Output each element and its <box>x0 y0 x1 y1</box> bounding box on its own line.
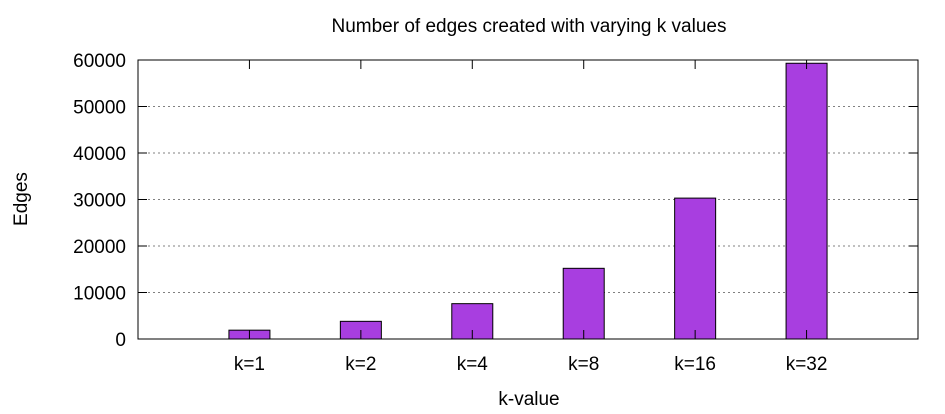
y-tick-label: 40000 <box>73 144 126 165</box>
y-axis-title: Edges <box>11 172 32 226</box>
bar-k=32 <box>785 62 828 340</box>
y-tick-label: 10000 <box>73 284 126 305</box>
chart-title: Number of edges created with varying k v… <box>332 16 727 37</box>
x-tick-label: k=4 <box>457 354 489 375</box>
x-axis-title: k-value <box>498 389 559 410</box>
y-tick-label: 0 <box>115 330 126 351</box>
x-axis-ticks: k=1 k=2 k=4 k=8 k=16 k=32 <box>234 60 828 375</box>
y-axis-ticks: 0 10000 20000 30000 40000 50000 60000 <box>73 51 918 351</box>
y-tick-label: 30000 <box>73 191 126 212</box>
x-tick-label: k=16 <box>674 354 716 375</box>
y-tick-label: 50000 <box>73 98 126 119</box>
y-tick-label: 20000 <box>73 237 126 258</box>
x-tick-label: k=2 <box>345 354 376 375</box>
x-tick-label: k=1 <box>234 354 265 375</box>
bar-k=8 <box>562 267 605 340</box>
y-tick-label: 60000 <box>73 51 126 72</box>
x-tick-label: k=8 <box>568 354 599 375</box>
bars <box>228 62 828 340</box>
x-tick-label: k=32 <box>786 354 828 375</box>
bar-k=16 <box>674 197 717 340</box>
